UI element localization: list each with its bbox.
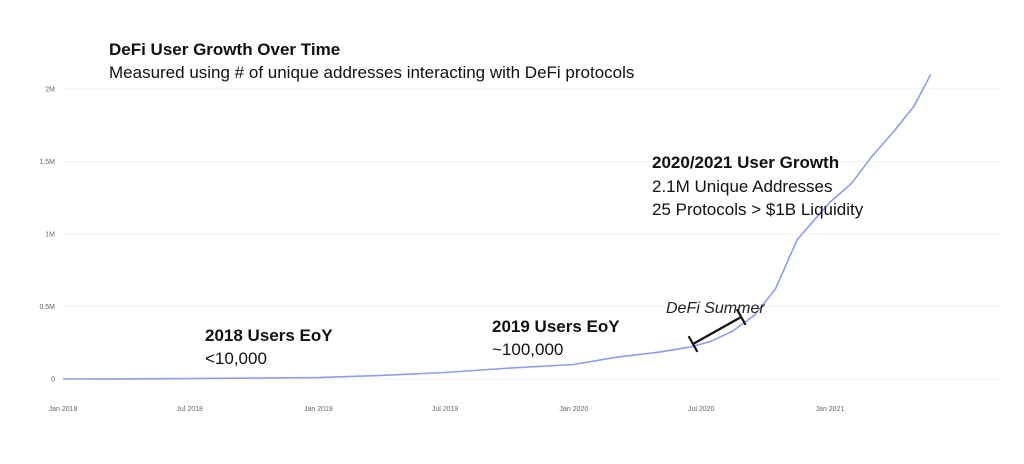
annotation-2019-value: ~100,000 [492,340,563,359]
annotation-2018-value: <10,000 [205,349,267,368]
x-tick-label: Jul 2019 [432,406,459,413]
bracket-end-cap [735,308,747,326]
annotation-defi-summer-label: DeFi Summer [666,300,765,317]
chart-title: DeFi User Growth Over Time [109,40,340,59]
y-tick-label: 1M [45,232,55,239]
series-line [62,74,932,380]
annotation-growth-protocols: 25 Protocols > $1B Liquidity [652,200,864,219]
grid-lines [63,88,1000,380]
annotation-growth-title: 2020/2021 User Growth [652,153,839,172]
bracket-main [692,316,742,345]
annotation-2019-title: 2019 Users EoY [492,317,620,336]
x-tick-label: Jan 2018 [49,406,78,413]
x-axis: Jan 2018 Jul 2018 Jan 2019 Jul 2019 Jan 2020… [49,406,845,413]
annotation-growth-addresses: 2.1M Unique Addresses [652,177,833,196]
defi-summer-bracket [687,308,747,353]
x-tick-label: Jul 2018 [176,406,203,413]
x-tick-label: Jan 2020 [559,406,588,413]
y-tick-label: 0 [51,377,55,384]
annotation-2018-title: 2018 Users EoY [205,326,333,345]
chart-subtitle: Measured using # of unique addresses int… [109,63,634,82]
y-axis: 0 0.5M 1M 1.5M 2M [39,87,55,384]
x-tick-label: Jan 2019 [304,406,333,413]
y-tick-label: 1.5M [39,159,55,166]
x-tick-label: Jan 2021 [816,406,845,413]
bracket-start-cap [687,335,699,353]
x-tick-label: Jul 2020 [688,406,715,413]
y-tick-label: 2M [45,87,55,94]
y-tick-label: 0.5M [39,304,55,311]
